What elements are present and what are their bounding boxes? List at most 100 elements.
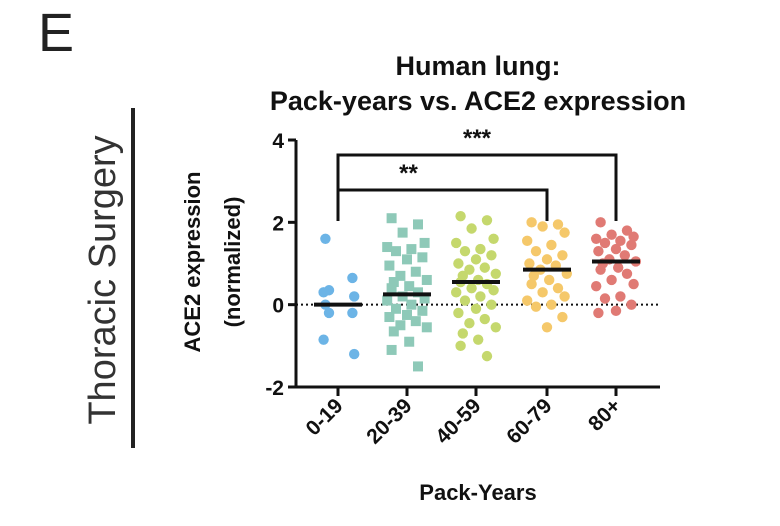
y-tick-label: 0 xyxy=(272,295,284,318)
data-point xyxy=(453,258,464,269)
data-point xyxy=(410,266,421,277)
data-point xyxy=(488,233,499,244)
data-point xyxy=(397,291,408,302)
data-point xyxy=(318,334,329,345)
data-point xyxy=(490,268,501,279)
data-point xyxy=(626,299,637,310)
data-point xyxy=(546,299,557,310)
data-point xyxy=(595,217,606,228)
data-point xyxy=(615,291,626,302)
panel-letter: E xyxy=(38,3,75,63)
data-point xyxy=(479,262,490,273)
data-point xyxy=(417,305,428,316)
data-point xyxy=(410,316,421,327)
data-point xyxy=(599,237,611,249)
data-point xyxy=(522,295,533,306)
data-point xyxy=(595,264,606,275)
data-point xyxy=(413,219,423,230)
data-point xyxy=(593,307,604,319)
data-point xyxy=(537,287,548,298)
data-point xyxy=(347,307,358,319)
data-point xyxy=(404,281,415,292)
data-point xyxy=(323,307,335,319)
data-point xyxy=(537,221,548,232)
data-point xyxy=(606,274,617,286)
x-tick-label: 0-19 xyxy=(302,394,348,440)
data-point xyxy=(528,270,539,282)
data-point xyxy=(524,258,535,269)
data-point xyxy=(593,245,604,257)
x-tick-label: 20-39 xyxy=(362,394,416,448)
data-point xyxy=(619,250,630,261)
data-point xyxy=(599,293,611,304)
data-point xyxy=(388,326,399,337)
data-point xyxy=(397,227,408,238)
x-tick-label: 60-79 xyxy=(502,394,556,448)
data-point xyxy=(486,299,497,310)
data-point xyxy=(559,291,570,302)
data-point xyxy=(613,262,624,273)
x-tick-label: 40-59 xyxy=(431,394,485,448)
data-point xyxy=(384,312,395,323)
significance-bracket xyxy=(336,188,549,221)
chart-title-line1: Human lung: xyxy=(396,51,561,81)
data-point xyxy=(486,250,497,261)
data-point xyxy=(459,295,471,306)
data-point xyxy=(386,283,397,294)
data-point xyxy=(466,223,477,234)
data-point xyxy=(475,291,486,302)
data-point xyxy=(557,311,568,323)
data-point xyxy=(606,229,617,240)
data-point xyxy=(421,274,432,285)
significance-label: *** xyxy=(463,125,492,152)
data-point xyxy=(591,233,602,244)
data-point xyxy=(610,305,622,317)
data-point xyxy=(402,309,412,320)
data-point xyxy=(552,219,564,230)
data-point xyxy=(402,254,412,265)
data-point xyxy=(382,295,393,306)
data-point xyxy=(455,340,466,352)
y-axis-label-line1: ACE2 expression xyxy=(180,172,205,353)
data-point xyxy=(490,322,501,333)
data-point xyxy=(395,320,406,331)
data-point xyxy=(349,291,360,302)
x-tick-label: 80+ xyxy=(584,394,625,435)
data-point xyxy=(546,239,557,251)
data-point xyxy=(464,264,475,275)
data-point xyxy=(421,322,432,333)
data-point xyxy=(406,244,417,255)
data-point xyxy=(451,287,462,298)
data-point xyxy=(544,274,555,286)
data-point xyxy=(391,246,401,257)
data-point xyxy=(455,210,466,222)
data-point xyxy=(481,350,493,362)
data-point xyxy=(621,268,633,279)
data-point xyxy=(526,217,537,228)
data-point xyxy=(453,307,464,319)
significance-label: ** xyxy=(399,160,418,187)
data-point xyxy=(541,254,553,265)
data-point xyxy=(522,235,533,247)
data-point xyxy=(388,277,399,288)
y-tick-label: 2 xyxy=(272,212,284,235)
data-point xyxy=(557,250,568,261)
data-point xyxy=(615,235,626,247)
data-point xyxy=(475,243,486,255)
y-tick-label: 4 xyxy=(272,130,284,153)
significance-bracket xyxy=(336,153,618,221)
data-point xyxy=(459,245,471,257)
data-point xyxy=(419,293,430,304)
data-point xyxy=(464,317,475,329)
data-point xyxy=(628,278,639,290)
x-axis-label: Pack-Years xyxy=(419,480,536,505)
y-tick-label: -2 xyxy=(265,377,284,400)
data-point xyxy=(552,283,564,294)
data-point xyxy=(591,280,602,292)
data-point xyxy=(386,344,397,355)
data-point xyxy=(488,285,499,296)
data-point xyxy=(419,237,430,248)
data-point xyxy=(395,270,406,281)
data-point xyxy=(466,283,477,294)
